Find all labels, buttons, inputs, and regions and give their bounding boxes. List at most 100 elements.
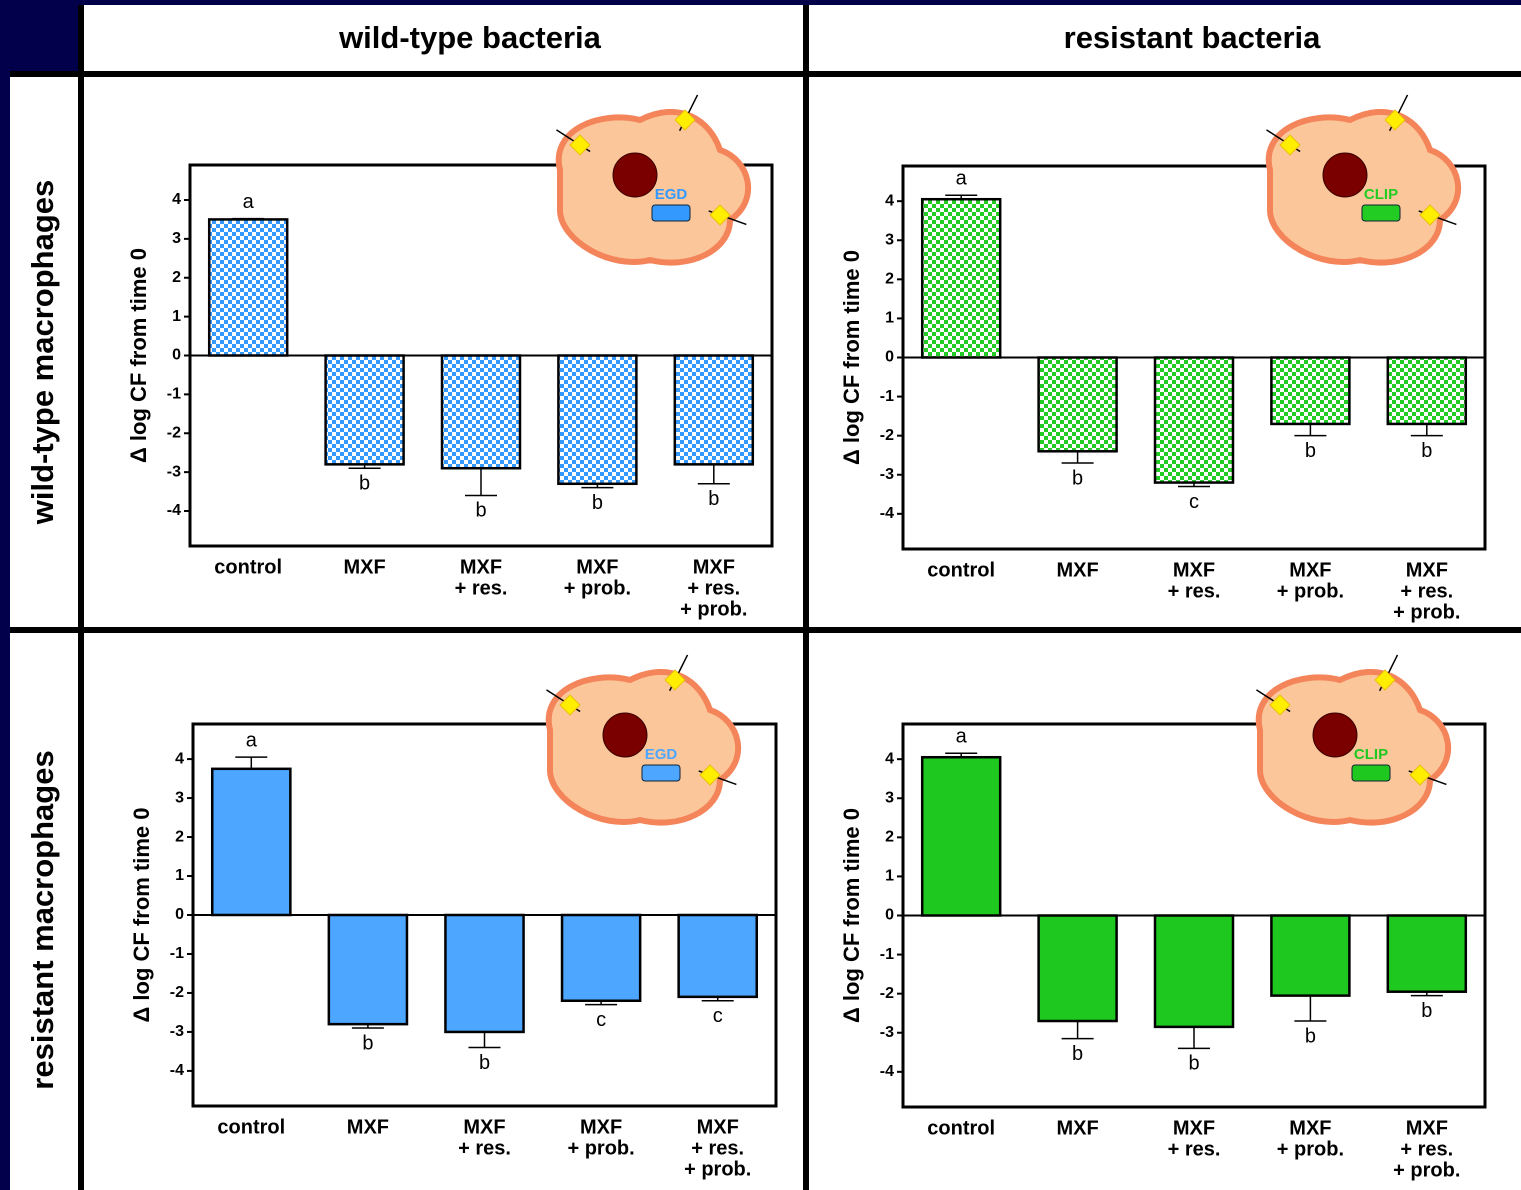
significance-letter: b: [1072, 467, 1083, 489]
y-axis-label: Δ log CF from time 0: [839, 250, 864, 465]
y-tick-label: -3: [170, 1023, 184, 1040]
figure: wild-type bacteria resistant bacteria wi…: [0, 0, 1521, 1190]
nucleus: [1313, 713, 1357, 757]
x-tick-label: MXF: [1056, 559, 1098, 581]
x-tick-label: control: [927, 1117, 995, 1139]
bar: [1388, 916, 1466, 992]
bar: [1271, 916, 1349, 996]
x-tick-label: + res.: [691, 1137, 744, 1159]
bar: [445, 915, 523, 1032]
y-tick-label: 0: [885, 349, 894, 366]
y-tick-label: 2: [172, 269, 181, 286]
y-axis-label: Δ log CF from time 0: [129, 807, 154, 1022]
bar: [1271, 358, 1349, 424]
y-tick-label: 2: [885, 829, 894, 846]
x-tick-label: + res.: [1168, 580, 1221, 602]
y-tick-label: -2: [170, 984, 184, 1001]
bacterium-label: CLIP: [1364, 186, 1398, 203]
x-tick-label: MXF: [347, 1116, 389, 1138]
x-tick-label: control: [214, 556, 282, 578]
x-tick-label: MXF: [1173, 559, 1215, 581]
y-tick-label: 3: [885, 789, 894, 806]
x-tick-label: + res.: [1400, 580, 1453, 602]
y-tick-label: -2: [167, 424, 181, 441]
bacterium: [652, 205, 690, 221]
x-tick-label: MXF: [1289, 1117, 1331, 1139]
y-tick-label: -3: [880, 1024, 894, 1041]
significance-letter: b: [475, 500, 486, 522]
x-tick-label: + res.: [455, 577, 508, 599]
x-tick-label: MXF: [697, 1116, 739, 1138]
x-tick-label: + res.: [1400, 1138, 1453, 1160]
bar: [212, 769, 290, 915]
bacterium-label: EGD: [645, 746, 678, 763]
bar: [558, 356, 636, 484]
significance-letter: b: [1421, 1000, 1432, 1022]
x-tick-label: MXF: [463, 1116, 505, 1138]
bar: [1388, 358, 1466, 424]
bar: [326, 356, 404, 465]
y-tick-label: 4: [175, 750, 184, 767]
significance-letter: b: [362, 1032, 373, 1054]
x-tick-label: MXF: [576, 556, 618, 578]
bacterium: [1352, 765, 1390, 781]
y-tick-label: -4: [170, 1062, 184, 1079]
x-tick-label: + prob.: [680, 598, 747, 620]
bar: [1155, 916, 1233, 1027]
x-tick-label: + prob.: [567, 1137, 634, 1159]
x-tick-label: + res.: [1168, 1138, 1221, 1160]
bar: [679, 915, 757, 997]
y-tick-label: -1: [167, 386, 181, 403]
bar: [562, 915, 640, 1001]
y-tick-label: 4: [172, 191, 181, 208]
bacterium-label: CLIP: [1354, 746, 1388, 763]
y-tick-label: 3: [175, 789, 184, 806]
bar: [442, 356, 520, 469]
x-tick-label: MXF: [1406, 1117, 1448, 1139]
y-tick-label: -4: [880, 1063, 894, 1080]
significance-letter: b: [708, 488, 719, 510]
row-header: wild-type macrophages: [25, 180, 60, 526]
y-tick-label: 1: [885, 868, 894, 885]
y-tick-label: -2: [880, 427, 894, 444]
y-tick-label: 4: [885, 750, 894, 767]
significance-letter: a: [956, 726, 968, 748]
x-tick-label: MXF: [460, 556, 502, 578]
y-tick-label: -3: [167, 463, 181, 480]
x-tick-label: control: [217, 1116, 285, 1138]
nucleus: [1323, 153, 1367, 197]
y-tick-label: 2: [885, 271, 894, 288]
y-tick-label: -2: [880, 985, 894, 1002]
x-tick-label: MXF: [693, 556, 735, 578]
y-axis-label: Δ log CF from time 0: [839, 808, 864, 1023]
y-axis-label: Δ log CF from time 0: [126, 248, 151, 463]
significance-letter: b: [1072, 1043, 1083, 1065]
x-tick-label: + prob.: [564, 577, 631, 599]
x-tick-label: MXF: [580, 1116, 622, 1138]
column-header: resistant bacteria: [1064, 20, 1321, 55]
corner: [10, 5, 80, 73]
bacterium: [1362, 205, 1400, 221]
bacterium: [642, 765, 680, 781]
y-tick-label: -1: [880, 946, 894, 963]
y-tick-label: 3: [172, 230, 181, 247]
y-tick-label: 1: [885, 310, 894, 327]
x-tick-label: + prob.: [1277, 580, 1344, 602]
significance-letter: b: [592, 492, 603, 514]
bar: [675, 356, 753, 465]
y-tick-label: 2: [175, 828, 184, 845]
x-tick-label: MXF: [343, 556, 385, 578]
y-tick-label: 4: [885, 192, 894, 209]
bar: [1155, 358, 1233, 483]
bar: [209, 219, 287, 355]
significance-letter: b: [479, 1052, 490, 1074]
y-tick-label: -4: [880, 505, 894, 522]
y-tick-label: 1: [172, 308, 181, 325]
significance-letter: b: [359, 473, 370, 495]
y-tick-label: 1: [175, 867, 184, 884]
x-tick-label: + res.: [458, 1137, 511, 1159]
x-tick-label: MXF: [1406, 559, 1448, 581]
bar: [1039, 358, 1117, 452]
x-tick-label: + prob.: [1393, 601, 1460, 623]
bar: [329, 915, 407, 1024]
